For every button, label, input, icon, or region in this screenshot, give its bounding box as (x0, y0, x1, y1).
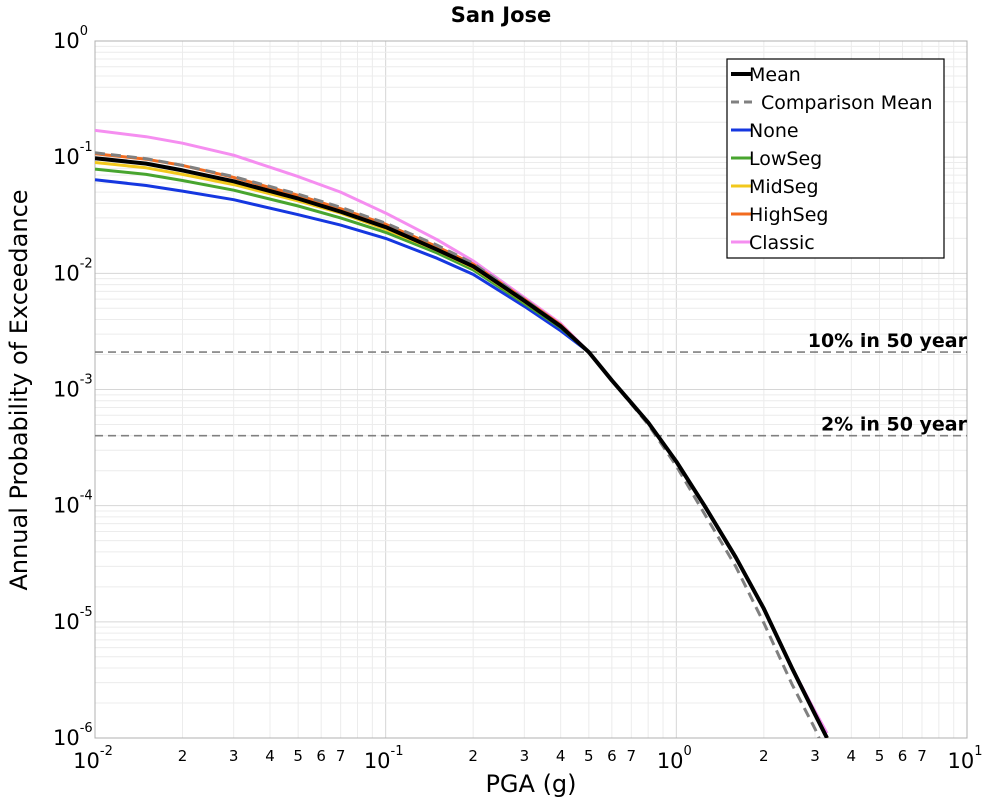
reference-line-label: 2% in 50 year (821, 414, 968, 436)
y-axis-label: Annual Probability of Exceedance (5, 189, 33, 590)
x-minor-tick-label: 5 (293, 747, 303, 765)
x-minor-tick-label: 2 (468, 747, 478, 765)
legend-label: MidSeg (749, 176, 819, 198)
legend-label: HighSeg (749, 204, 828, 226)
x-minor-tick-label: 7 (336, 747, 346, 765)
legend-label: Comparison Mean (761, 92, 933, 114)
y-tick-label: 10-2 (53, 256, 93, 285)
reference-line-label: 10% in 50 year (808, 330, 968, 352)
y-tick-label: 10-4 (53, 489, 93, 518)
series-lines (95, 128, 829, 738)
grid-lines (94, 41, 967, 739)
x-minor-tick-label: 6 (607, 747, 617, 765)
x-minor-tick-label: 3 (810, 747, 820, 765)
x-minor-tick-label: 4 (847, 747, 857, 765)
legend: Mean Comparison Mean None LowSeg MidSeg HighS… (726, 58, 945, 259)
x-minor-tick-label: 4 (265, 747, 275, 765)
legend-label: Mean (749, 64, 801, 86)
chart-title: San Jose (451, 3, 552, 27)
x-tick-label: 101 (947, 744, 982, 773)
legend-label: LowSeg (749, 148, 822, 170)
x-minor-tick-label: 5 (584, 747, 594, 765)
x-minor-tick-label: 2 (759, 747, 769, 765)
y-tick-label: 10-6 (53, 721, 93, 750)
series-line-mean (95, 156, 829, 738)
x-minor-tick-label: 6 (898, 747, 908, 765)
series-line-classic (95, 128, 829, 734)
x-minor-tick-label: 5 (875, 747, 885, 765)
x-minor-tick-label: 7 (627, 747, 637, 765)
legend-label: Classic (749, 232, 815, 254)
x-minor-tick-label: 2 (178, 747, 188, 765)
y-tick-label: 10-5 (53, 605, 93, 634)
y-tick-label: 100 (53, 24, 88, 53)
x-tick-label: 10-1 (364, 744, 404, 773)
x-axis-label: PGA (g) (485, 770, 576, 798)
y-tick-label: 10-3 (53, 373, 93, 402)
x-minor-tick-label: 6 (316, 747, 326, 765)
y-tick-label: 10-1 (53, 140, 93, 169)
x-minor-tick-label: 3 (229, 747, 239, 765)
x-minor-tick-label: 7 (917, 747, 927, 765)
series-line-comparison-mean (95, 151, 821, 738)
legend-box (726, 58, 945, 259)
reference-lines: 10% in 50 year 2% in 50 year (95, 330, 968, 437)
x-minor-tick-label: 3 (520, 747, 530, 765)
x-tick-label: 10-2 (73, 744, 113, 773)
x-tick-label: 100 (657, 744, 692, 773)
x-minor-tick-label: 4 (556, 747, 566, 765)
series-line-highseg (95, 152, 829, 738)
plot-area (94, 40, 968, 739)
legend-label: None (749, 120, 799, 142)
